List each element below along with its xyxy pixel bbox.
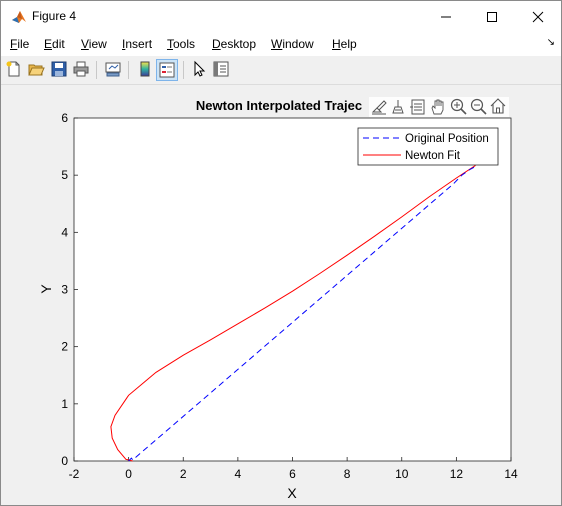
x-tick-label: 6 xyxy=(289,467,296,481)
matlab-logo-icon xyxy=(11,9,27,25)
legend[interactable]: Original Position Newton Fit xyxy=(357,127,499,166)
x-tick-label: 0 xyxy=(125,467,132,481)
rotate-icon[interactable] xyxy=(410,99,425,115)
menu-file[interactable]: File xyxy=(10,37,29,51)
close-icon xyxy=(532,11,544,23)
toolbar-dock-arrow-icon[interactable]: ↘ xyxy=(546,37,555,48)
y-tick-label: 6 xyxy=(61,111,68,125)
y-tick-label: 3 xyxy=(61,283,68,297)
x-tick-label: -2 xyxy=(69,467,80,481)
menu-file-label: ile xyxy=(17,37,30,51)
axes-toolbar xyxy=(369,97,509,117)
x-tick-label: 10 xyxy=(395,467,409,481)
menu-file-mnemonic: F xyxy=(10,37,18,51)
minimize-icon xyxy=(441,16,451,18)
save-icon[interactable] xyxy=(50,60,68,78)
y-tick-label: 0 xyxy=(61,454,68,468)
x-axis-label: X xyxy=(287,485,297,501)
legend-label-newton-fit: Newton Fit xyxy=(405,150,461,162)
new-figure-icon[interactable] xyxy=(5,60,23,78)
home-icon[interactable] xyxy=(490,98,506,114)
menu-desktop-label: esktop xyxy=(220,37,257,51)
menu-edit-mnemonic: E xyxy=(44,37,53,51)
link-plot-icon[interactable] xyxy=(104,60,122,78)
x-tick-label: 4 xyxy=(235,467,242,481)
series-line-original-position[interactable] xyxy=(128,166,476,462)
menu-help-mnemonic: H xyxy=(332,37,341,51)
data-tips-icon[interactable] xyxy=(392,100,404,114)
menu-tools-label: ools xyxy=(173,37,196,51)
series-line-newton-fit[interactable] xyxy=(110,164,476,462)
menu-window[interactable]: Window xyxy=(271,37,314,51)
menu-help-label: elp xyxy=(340,37,357,51)
minimize-button[interactable] xyxy=(423,1,469,32)
menu-tools[interactable]: Tools xyxy=(167,37,195,51)
menu-insert[interactable]: Insert xyxy=(122,37,152,51)
menu-tools-mnemonic: T xyxy=(167,37,173,51)
chart-title: Newton Interpolated Trajec xyxy=(196,98,362,113)
toolbar-separator xyxy=(96,61,97,79)
menu-window-mnemonic: W xyxy=(271,37,283,51)
menu-edit-label: dit xyxy=(52,37,65,51)
legend-label-original-position: Original Position xyxy=(405,133,489,145)
menu-help[interactable]: Help xyxy=(332,37,357,51)
menu-view-label: iew xyxy=(88,37,107,51)
menu-view[interactable]: View xyxy=(81,37,107,51)
edit-plot-icon[interactable] xyxy=(190,60,208,78)
zoom-out-icon[interactable] xyxy=(470,98,487,115)
menu-insert-label: nsert xyxy=(125,37,153,51)
figure-canvas[interactable]: -2 0 2 4 6 8 10 12 14 0 1 2 3 4 5 6 Newton Interpolated… xyxy=(1,85,561,505)
x-tick-label: 8 xyxy=(344,467,351,481)
x-tick-label: 12 xyxy=(450,467,464,481)
menu-insert-mnemonic: I xyxy=(122,37,126,51)
window-title: Figure 4 xyxy=(32,9,77,23)
y-tick-label: 4 xyxy=(61,225,68,239)
toolbar-separator xyxy=(128,61,129,79)
close-button[interactable] xyxy=(515,1,561,32)
y-tick-label: 5 xyxy=(61,168,68,182)
toolbar-separator xyxy=(183,61,184,79)
x-tick-label: 14 xyxy=(504,467,518,481)
menu-bar: File Edit View Insert Tools Desktop Wind… xyxy=(1,32,561,56)
y-tick-label: 1 xyxy=(61,397,68,411)
print-icon[interactable] xyxy=(72,60,90,78)
maximize-button[interactable] xyxy=(469,1,515,32)
axes-box[interactable] xyxy=(73,117,512,462)
pan-icon[interactable] xyxy=(431,99,444,115)
zoom-in-icon[interactable] xyxy=(450,98,467,115)
menu-desktop[interactable]: Desktop xyxy=(212,37,256,51)
menu-view-mnemonic: V xyxy=(81,37,89,51)
property-inspector-icon[interactable] xyxy=(212,60,230,78)
insert-legend-icon[interactable] xyxy=(156,59,178,81)
open-file-icon[interactable] xyxy=(27,60,45,78)
figure-toolbar xyxy=(1,56,561,85)
y-tick-label: 2 xyxy=(61,340,68,354)
menu-desktop-mnemonic: D xyxy=(212,37,221,51)
brush-icon[interactable] xyxy=(371,100,387,115)
menu-window-label: indow xyxy=(282,37,314,51)
insert-colorbar-icon[interactable] xyxy=(136,60,154,78)
maximize-icon xyxy=(487,12,497,22)
x-tick-label: 2 xyxy=(180,467,187,481)
menu-edit[interactable]: Edit xyxy=(44,37,65,51)
y-axis-label: Y xyxy=(38,284,54,294)
title-bar[interactable]: Figure 4 xyxy=(1,1,561,32)
